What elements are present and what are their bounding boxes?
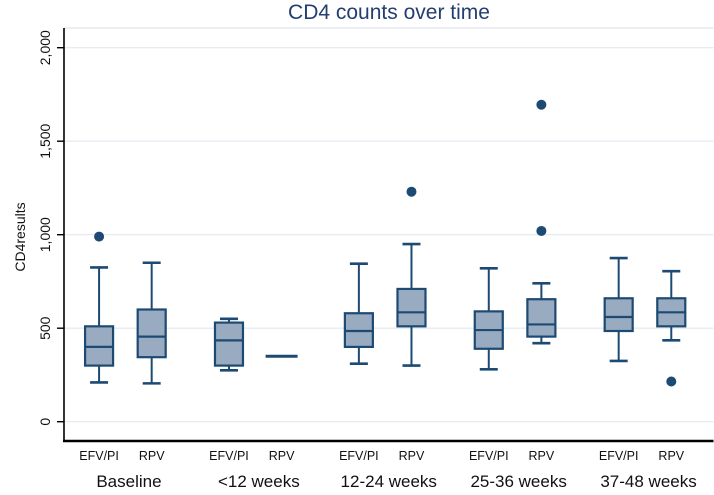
- y-tick-label-1,500: 1,500: [37, 123, 53, 158]
- category-label-25-36-weeks: 25-36 weeks: [470, 472, 566, 491]
- category-label-12-24-weeks: 12-24 weeks: [341, 472, 437, 491]
- outlier-point-rpv-37-48-weeks: [666, 376, 677, 387]
- series-label-efv-pi-12-weeks: EFV/PI: [209, 449, 249, 463]
- y-axis-title: CD4results: [12, 202, 28, 271]
- series-label-rpv-12-24-weeks: RPV: [399, 449, 425, 463]
- series-label-rpv-12-weeks: RPV: [269, 449, 295, 463]
- outlier-point-rpv-12-24-weeks: [406, 186, 417, 197]
- series-label-rpv-37-48-weeks: RPV: [658, 449, 684, 463]
- series-label-efv-pi-baseline: EFV/PI: [79, 449, 119, 463]
- category-label-baseline: Baseline: [96, 472, 161, 491]
- y-tick-label-500: 500: [37, 316, 53, 340]
- outlier-point-efv-pi-baseline: [94, 231, 105, 242]
- y-tick-label-1,000: 1,000: [37, 217, 53, 252]
- chart-title: CD4 counts over time: [288, 1, 490, 24]
- y-tick-label-2,000: 2,000: [37, 30, 53, 65]
- box-efv-pi-12-weeks: [213, 321, 245, 367]
- box-rpv-baseline: [136, 308, 167, 359]
- series-label-efv-pi-37-48-weeks: EFV/PI: [599, 449, 639, 463]
- series-label-rpv-baseline: RPV: [139, 449, 165, 463]
- series-label-efv-pi-12-24-weeks: EFV/PI: [339, 449, 379, 463]
- box-rpv-12-24-weeks: [396, 287, 427, 328]
- category-label-37-48-weeks: 37-48 weeks: [600, 472, 696, 491]
- y-tick-label-0: 0: [37, 418, 53, 426]
- box-efv-pi-37-48-weeks: [603, 297, 634, 333]
- box-rpv-25-36-weeks: [526, 298, 557, 338]
- outlier-point-rpv-25-36-weeks: [536, 99, 547, 110]
- category-label-12-weeks: <12 weeks: [218, 472, 300, 491]
- series-label-efv-pi-25-36-weeks: EFV/PI: [469, 449, 509, 463]
- outlier-point-rpv-25-36-weeks: [536, 225, 547, 236]
- series-label-rpv-25-36-weeks: RPV: [529, 449, 555, 463]
